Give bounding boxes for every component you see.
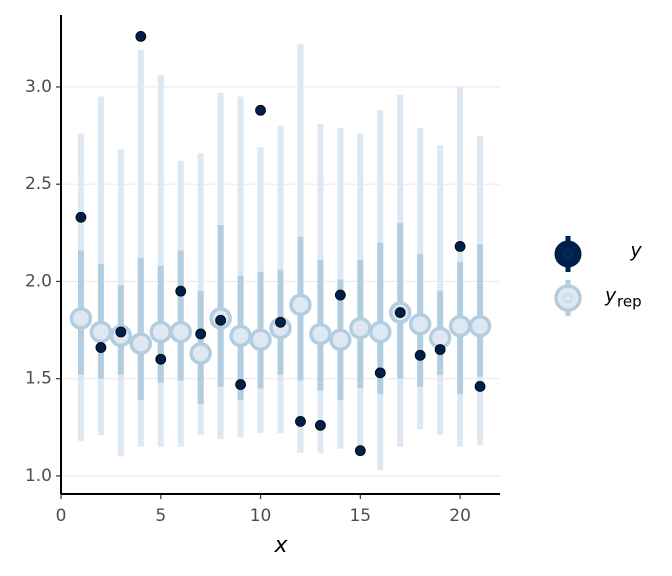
yrep-median [369, 320, 392, 344]
y-point [374, 367, 386, 379]
y-point [75, 211, 87, 223]
y-tick-label: 1.0 [25, 466, 52, 486]
x-tick-label: 0 [56, 506, 67, 526]
yrep-median [448, 314, 472, 338]
yrep-median [309, 322, 332, 346]
y-point [195, 328, 207, 340]
x-tick-label: 15 [349, 506, 371, 526]
x-axis-title: x [273, 533, 288, 558]
y-point [95, 342, 107, 353]
y-point [275, 316, 286, 328]
y-point [115, 326, 127, 338]
yrep-median [229, 324, 252, 348]
yrep-median [468, 314, 492, 338]
y-point [354, 445, 366, 457]
yrep-median [408, 312, 432, 336]
y-point [315, 419, 326, 431]
x-tick-label: 5 [155, 506, 166, 526]
y-tick-label: 2.0 [25, 271, 52, 291]
legend-key [554, 240, 582, 268]
yrep-median [329, 328, 352, 352]
yrep-median [349, 316, 372, 340]
y-point [135, 30, 147, 42]
legend-key-inner [563, 249, 573, 259]
y-point [414, 349, 426, 361]
yrep-median [89, 320, 113, 344]
yrep-median [69, 307, 93, 330]
legend: yy rep [554, 236, 642, 316]
yrep-median [169, 320, 192, 344]
y-point [295, 416, 306, 427]
y-point [474, 381, 486, 392]
y-point [454, 241, 466, 252]
y-point [235, 379, 246, 390]
y-point [434, 344, 446, 355]
yrep-median [129, 332, 153, 355]
x-tick-label: 20 [449, 506, 471, 526]
x-tick-label: 10 [250, 506, 272, 526]
y-tick-label: 2.5 [25, 174, 52, 194]
y-tick-label: 1.5 [25, 369, 52, 389]
y-tick-label: 3.0 [25, 77, 52, 97]
legend-key-inner [563, 293, 573, 303]
y-point [175, 285, 187, 297]
legend-key [554, 284, 582, 312]
y-point [394, 307, 406, 318]
yrep-median [249, 328, 272, 352]
y-point [155, 353, 167, 365]
y-point [215, 314, 227, 326]
legend-label: y [629, 240, 642, 262]
legend-label-subscript: rep [617, 293, 642, 311]
yrep-median [189, 342, 212, 365]
y-point [255, 104, 266, 116]
yrep-median [149, 320, 173, 344]
yrep-median [289, 293, 312, 317]
y-point [334, 289, 346, 301]
legend-label: y [604, 285, 617, 307]
